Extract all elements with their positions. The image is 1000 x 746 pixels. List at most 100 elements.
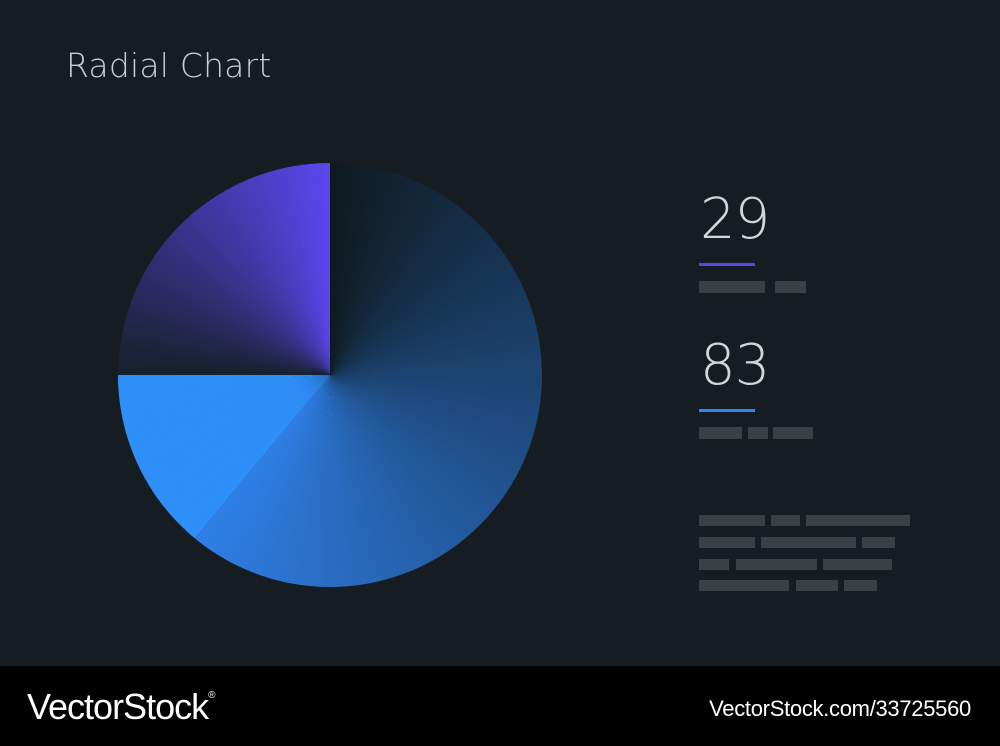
- stat-value-1: 29: [700, 187, 770, 252]
- pie-slice-segment: [330, 375, 509, 495]
- pie-slice-segment: [330, 346, 541, 375]
- pie-slice-segment: [330, 308, 534, 375]
- pie-slice-segment: [207, 375, 330, 552]
- pie-slice-segment: [158, 245, 330, 375]
- pie-slice-segment: [330, 287, 526, 375]
- pie-slice-segment: [140, 375, 330, 476]
- pie-slice-segment: [153, 375, 330, 499]
- pie-slice-segment: [307, 163, 330, 375]
- pie-slice-segment: [330, 232, 492, 375]
- pie-slice-segment: [181, 375, 330, 532]
- text-placeholder: [699, 427, 742, 439]
- pie-slice-segment: [205, 199, 330, 375]
- pie-slice-segment: [137, 375, 330, 471]
- pie-slice-segment: [214, 193, 330, 375]
- pie-slice-segment: [330, 375, 377, 584]
- pie-slice-segment: [330, 375, 448, 556]
- pie-slice-segment: [122, 375, 331, 424]
- pie-slice-segment: [330, 263, 514, 375]
- pie-slice-segment: [118, 375, 330, 397]
- pie-slice-segment: [330, 282, 524, 375]
- pie-slice-segment: [330, 375, 496, 512]
- pie-slice-segment: [240, 375, 330, 570]
- pie-slice-segment: [330, 236, 495, 375]
- pie-slice-segment: [330, 319, 537, 375]
- pie-slice-segment: [330, 199, 455, 375]
- pie-slice-segment: [330, 375, 404, 577]
- pie-slice-segment: [221, 375, 330, 561]
- pie-slice-segment: [330, 375, 518, 481]
- pie-slice-segment: [291, 165, 330, 375]
- pie-slice-segment: [330, 375, 350, 587]
- text-placeholder: [771, 515, 800, 526]
- pie-slice-segment: [330, 375, 470, 539]
- pie-slice-segment: [233, 183, 330, 375]
- pie-slice-segment: [194, 375, 330, 542]
- pie-slice-segment: [330, 313, 535, 375]
- pie-slice-segment: [330, 375, 527, 461]
- stat-value-2: 83: [700, 333, 770, 398]
- pie-slice-segment: [330, 329, 539, 375]
- pie-slice-segment: [330, 324, 538, 375]
- pie-slice-segment: [142, 375, 330, 480]
- pie-slice-segment: [148, 375, 330, 490]
- pie-slice-segment: [330, 228, 488, 375]
- pie-slice-segment: [269, 169, 330, 375]
- pie-slice-segment: [330, 375, 486, 525]
- pie-slice-segment: [330, 196, 451, 375]
- pie-slice-segment: [330, 375, 424, 569]
- pie-slice-segment: [264, 171, 330, 375]
- pie-slice-segment: [330, 203, 460, 375]
- pie-slice-segment: [330, 303, 532, 375]
- pie-slice-segment: [224, 188, 330, 375]
- pie-slice-segment: [126, 375, 330, 440]
- pie-slice-segment: [254, 174, 330, 375]
- pie-slice-segment: [170, 375, 330, 520]
- pie-slice-segment: [330, 375, 361, 586]
- pie-slice-segment: [330, 351, 542, 375]
- pie-slice-segment: [330, 375, 393, 580]
- pie-slice-segment: [180, 220, 330, 375]
- pie-slice-segment: [330, 375, 457, 549]
- watermark-footer: VectorStock® VectorStock.com/33725560: [0, 666, 1000, 746]
- pie-slice-segment: [133, 375, 330, 461]
- pie-slice-segment: [216, 375, 330, 558]
- radial-chart: [118, 163, 543, 587]
- pie-slice-segment: [330, 375, 388, 581]
- pie-slice-segment: [330, 375, 434, 564]
- text-placeholder: [699, 281, 765, 293]
- pie-slice-segment: [127, 375, 331, 445]
- pie-slice-segment: [330, 249, 505, 375]
- pie-slice-segment: [138, 277, 330, 375]
- pie-slice-segment: [330, 375, 366, 585]
- pie-slice-segment: [330, 224, 484, 375]
- text-placeholder: [796, 580, 838, 591]
- pie-slice-segment: [330, 375, 414, 573]
- pie-slice-segment: [330, 273, 519, 375]
- pie-slice-segment: [330, 185, 432, 375]
- text-placeholder: [761, 537, 856, 548]
- pie-slice-segment: [118, 375, 330, 392]
- pie-slice-segment: [168, 232, 330, 375]
- pie-slice-segment: [330, 375, 409, 575]
- pie-slice-segment: [119, 375, 330, 403]
- pie-slice-segment: [330, 375, 419, 571]
- pie-slice-segment: [330, 362, 542, 375]
- pie-slice-1: [194, 163, 543, 587]
- pie-slice-segment: [330, 179, 417, 375]
- pie-slice-segment: [330, 375, 452, 553]
- pie-slice-segment: [149, 258, 330, 375]
- pie-slice-segment: [330, 375, 466, 543]
- pie-slice-segment: [324, 163, 330, 375]
- pie-slice-segment: [230, 375, 330, 566]
- pie-slice-segment: [330, 368, 542, 375]
- pie-slice-segment: [330, 375, 478, 532]
- pie-slice-segment: [161, 240, 330, 375]
- text-placeholder: [699, 580, 789, 591]
- pie-slice-segment: [330, 217, 477, 375]
- pie-slice-segment: [225, 375, 330, 563]
- pie-slice-segment: [330, 375, 372, 585]
- pie-slice-2: [118, 375, 331, 539]
- pie-slice-segment: [330, 213, 473, 375]
- pie-slice-segment: [330, 292, 528, 375]
